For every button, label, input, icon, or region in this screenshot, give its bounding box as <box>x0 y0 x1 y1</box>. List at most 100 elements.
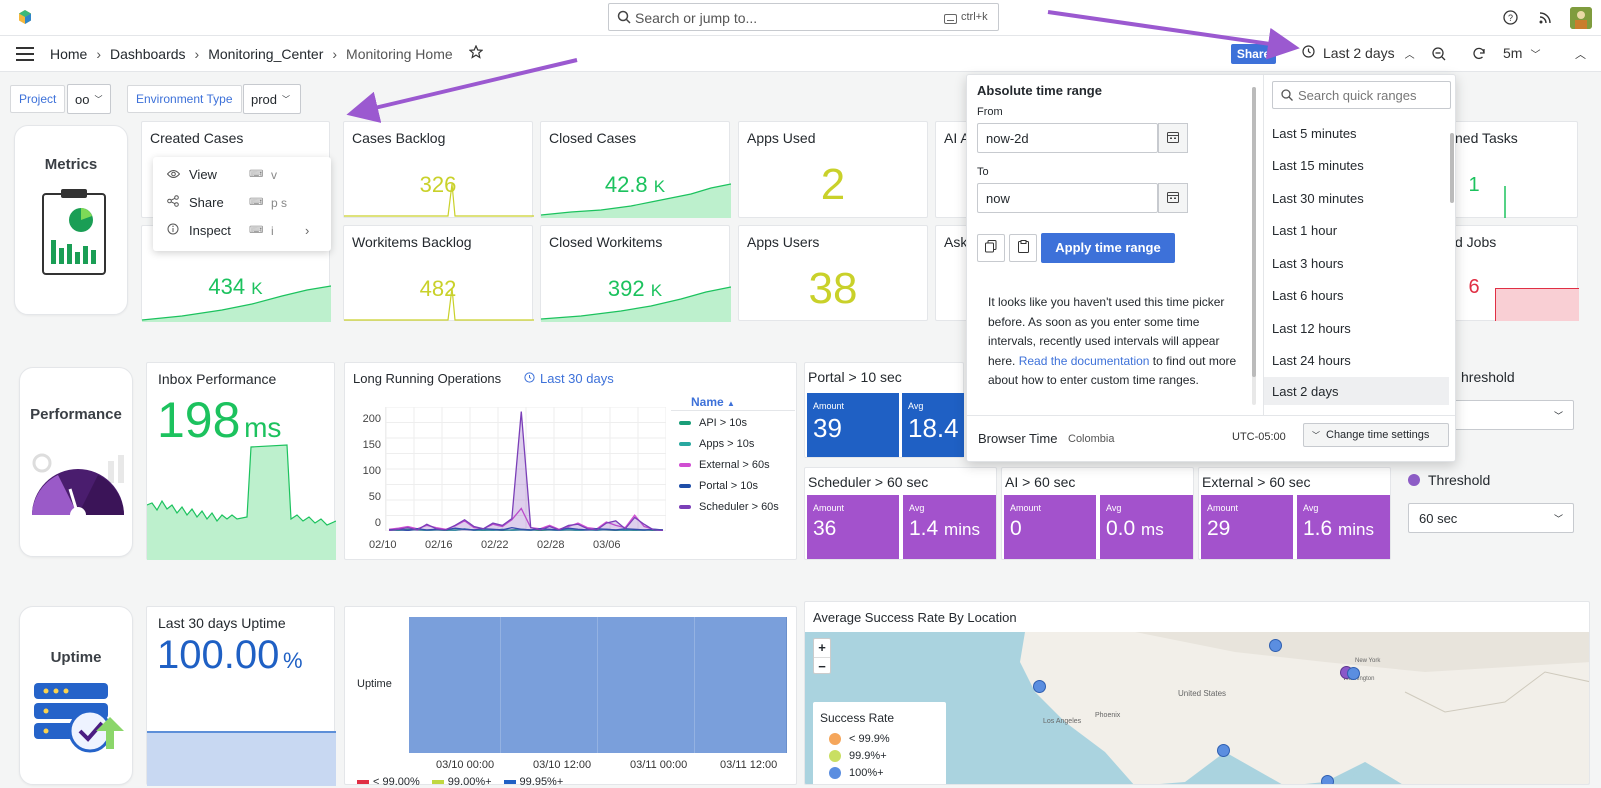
refresh-interval-select[interactable]: 5m ﹀ <box>1503 45 1540 61</box>
quick-range-item[interactable]: Last 15 minutes <box>1272 158 1364 173</box>
collapse-icon[interactable]: ︿ <box>1575 49 1586 61</box>
share-button[interactable]: Share <box>1231 44 1276 64</box>
search-input[interactable]: Search or jump to... <box>635 10 758 26</box>
quick-range-item[interactable]: Last 12 hours <box>1272 321 1351 336</box>
rss-icon[interactable] <box>1538 10 1553 28</box>
success-rate-map-panel[interactable]: Average Success Rate By Location United … <box>804 601 1590 785</box>
paste-button[interactable] <box>1009 234 1037 262</box>
breadcrumb-folder[interactable]: Monitoring_Center <box>208 45 324 62</box>
sparkline-fill <box>1495 288 1579 321</box>
help-icon[interactable]: ? <box>1503 10 1518 28</box>
quick-range-item[interactable]: Last 6 hours <box>1272 288 1344 303</box>
map-canvas[interactable]: United States Los Angeles Phoenix New Yo… <box>805 632 1589 784</box>
threshold-top-select[interactable]: ﹀ <box>1450 400 1574 430</box>
chevron-down-icon: ﹀ <box>1553 513 1563 524</box>
portal-panel[interactable]: Portal > 10 sec Amount 39 Avg 18.4 <box>804 362 964 458</box>
keyboard-icon <box>944 12 957 27</box>
quick-ranges-search[interactable]: Search quick ranges <box>1272 81 1451 109</box>
to-input-value: now <box>986 191 1010 206</box>
menu-item-inspect[interactable]: Inspect ⌨ i › <box>167 223 327 238</box>
apply-time-range-button[interactable]: Apply time range <box>1041 233 1175 263</box>
quick-range-item[interactable]: Last 30 minutes <box>1272 191 1364 206</box>
scrollbar-thumb[interactable] <box>1252 87 1256 377</box>
panel-title: Closed Workitems <box>549 234 663 250</box>
menu-icon[interactable] <box>16 47 34 64</box>
map-legend-item: < 99.9% <box>829 733 890 745</box>
quick-range-item[interactable]: Last 1 hour <box>1272 223 1338 238</box>
menu-item-share[interactable]: Share ⌨ p s <box>167 195 327 210</box>
workitems-backlog-panel[interactable]: Workitems Backlog 482 <box>343 225 534 321</box>
legend-item[interactable]: External > 60s <box>679 459 770 471</box>
documentation-link[interactable]: Read the documentation <box>1018 353 1150 368</box>
scrollbar-thumb[interactable] <box>1450 133 1454 203</box>
right-scrollbar[interactable] <box>1450 123 1454 403</box>
left-scrollbar[interactable] <box>1252 87 1256 405</box>
from-input[interactable]: now-2d <box>977 123 1158 153</box>
quick-range-item[interactable]: Last 3 hours <box>1272 256 1344 271</box>
cases-backlog-panel[interactable]: Cases Backlog 326 <box>343 121 534 218</box>
assigned-tasks-panel[interactable]: ned Tasks 1 <box>1448 121 1578 218</box>
from-calendar-button[interactable] <box>1158 123 1188 153</box>
legend-item[interactable]: 99.95%+ <box>503 776 563 788</box>
quick-range-item[interactable]: Last 24 hours <box>1272 353 1351 368</box>
legend-item[interactable]: API > 10s <box>679 417 747 429</box>
zoom-in-icon[interactable]: + <box>814 639 830 658</box>
legend-item[interactable]: Apps > 10s <box>679 438 754 450</box>
refresh-icon[interactable] <box>1472 47 1486 64</box>
panel-title: Created Cases <box>150 130 244 146</box>
star-icon[interactable] <box>468 44 484 62</box>
time-range-picker-button[interactable]: Last 2 days ︿ <box>1302 45 1415 61</box>
inbox-performance-panel[interactable]: Inbox Performance 198 ms <box>146 362 336 560</box>
zoom-out-icon[interactable]: − <box>818 659 826 674</box>
map-legend: Success Rate < 99.9% 99.9%+ 100%+ <box>813 702 946 784</box>
avg-unit: mins <box>944 520 980 539</box>
ai-60-panel[interactable]: AI > 60 sec Amount 0 Avg 0.0 ms <box>1001 467 1194 560</box>
map-marker[interactable] <box>1321 775 1334 784</box>
legend-label: 99.9%+ <box>849 750 887 762</box>
legend-item[interactable]: Scheduler > 60s <box>679 501 779 513</box>
apps-users-panel[interactable]: Apps Users 38 <box>738 225 928 321</box>
legend-swatch <box>503 780 516 785</box>
environment-variable-select[interactable]: prod ﹀ <box>243 84 301 114</box>
failed-jobs-panel[interactable]: d Jobs 6 <box>1448 225 1579 321</box>
breadcrumb-home[interactable]: Home <box>50 45 88 62</box>
closed-cases-panel[interactable]: Closed Cases 42.8 K <box>540 121 731 218</box>
refresh-interval-value: 5m <box>1503 45 1523 61</box>
long-running-operations-panel[interactable]: Long Running Operations Last 30 days 200… <box>344 362 797 560</box>
zoom-out-icon[interactable] <box>1432 47 1446 64</box>
legend-item[interactable]: Portal > 10s <box>679 480 758 492</box>
project-variable-select[interactable]: oo ﹀ <box>67 84 111 114</box>
closed-workitems-panel[interactable]: Closed Workitems 392 K <box>540 225 731 322</box>
absolute-range-section: Absolute time range From now-2d To now A… <box>967 75 1263 415</box>
legend-item[interactable]: 99.00%+ <box>431 776 492 788</box>
copy-button[interactable] <box>977 234 1005 262</box>
scheduler-panel[interactable]: Scheduler > 60 sec Amount 36 Avg 1.4 min… <box>804 467 997 560</box>
box-value: 1.6 mins <box>1303 517 1374 541</box>
quick-range-item-selected[interactable]: Last 2 days <box>1264 377 1449 405</box>
threshold-select[interactable]: 60 sec ﹀ <box>1408 503 1574 533</box>
legend-swatch <box>829 750 841 762</box>
external-panel[interactable]: External > 60 sec Amount 29 Avg 1.6 mins <box>1198 467 1391 560</box>
change-time-settings-button[interactable]: ﹀ Change time settings <box>1303 423 1449 447</box>
box-label: Amount <box>1010 503 1042 513</box>
map-marker[interactable] <box>1269 639 1282 652</box>
map-marker[interactable] <box>1347 667 1360 680</box>
to-input[interactable]: now <box>977 183 1158 213</box>
project-label-text: Project <box>19 92 57 106</box>
to-calendar-button[interactable] <box>1158 183 1188 213</box>
legend-header[interactable]: Name ▲ <box>671 395 795 411</box>
last-30-days-uptime-panel[interactable]: Last 30 days Uptime 100.00 % <box>146 606 336 786</box>
quick-ranges-search-input[interactable]: Search quick ranges <box>1298 88 1417 103</box>
legend-item[interactable]: < 99.00% <box>357 776 420 788</box>
uptime-timeline-panel[interactable]: Uptime 03/10 00:00 03/10 12:00 03/11 00:… <box>344 606 797 788</box>
map-marker[interactable] <box>1033 680 1046 693</box>
breadcrumb-dashboards[interactable]: Dashboards <box>110 45 186 62</box>
user-avatar[interactable] <box>1570 7 1592 29</box>
search-bar[interactable]: Search or jump to... ctrl+k <box>608 3 999 31</box>
quick-range-item[interactable]: Last 5 minutes <box>1272 126 1357 141</box>
menu-item-view[interactable]: View ⌨ v <box>166 167 327 182</box>
apps-used-panel[interactable]: Apps Used 2 <box>738 121 928 218</box>
map-marker[interactable] <box>1217 744 1230 757</box>
env-value: prod <box>251 91 278 107</box>
grafana-logo[interactable] <box>17 9 33 25</box>
